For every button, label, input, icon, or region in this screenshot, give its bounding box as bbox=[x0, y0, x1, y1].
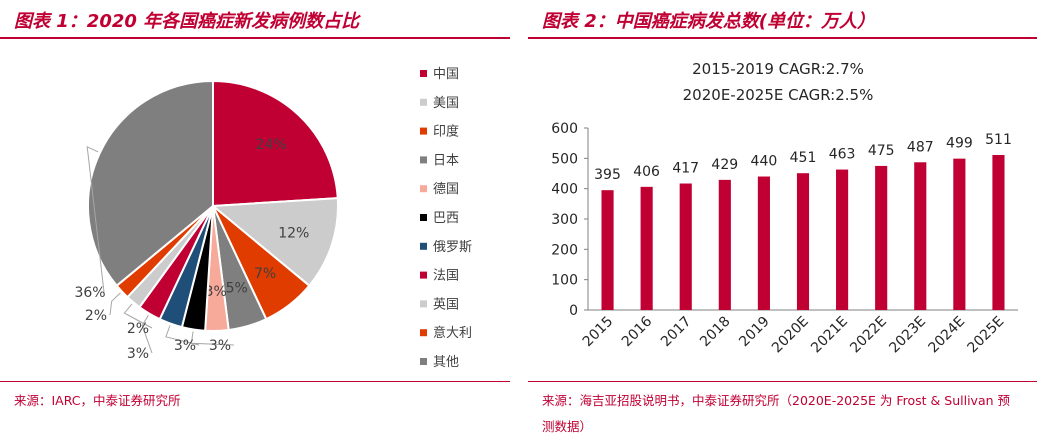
x-tick-label-2023E: 2023E bbox=[886, 314, 929, 357]
bar-value-label-2019: 440 bbox=[751, 154, 778, 170]
legend-label-10: 其他 bbox=[433, 355, 459, 370]
pie-slice-1 bbox=[210, 197, 339, 288]
pie-slice-label-10: 36% bbox=[74, 285, 105, 301]
left-chart-source: 来源：IARC，中泰证券研究所 bbox=[14, 393, 181, 408]
bar-2018 bbox=[718, 179, 731, 310]
x-tick-label-2021E: 2021E bbox=[808, 314, 851, 357]
left-title-rule bbox=[0, 37, 510, 39]
pie-slice-label-0: 24% bbox=[256, 137, 287, 153]
x-tick-label-2025E: 2025E bbox=[965, 314, 1008, 357]
pie-slice-label-6: 3% bbox=[174, 338, 196, 354]
legend-label-5: 巴西 bbox=[433, 211, 459, 226]
legend-label-2: 印度 bbox=[433, 124, 459, 140]
pie-slice-10 bbox=[87, 79, 214, 288]
y-tick-label-3: 300 bbox=[551, 212, 578, 228]
bar-value-label-2017: 417 bbox=[672, 161, 699, 177]
pie-slice-label-4: 3% bbox=[205, 284, 227, 300]
legend-label-0: 中国 bbox=[433, 67, 459, 82]
bar-2025E bbox=[992, 155, 1005, 310]
pie-slice-label-2: 7% bbox=[254, 266, 276, 282]
legend-swatch-8 bbox=[420, 300, 427, 308]
legend-label-9: 意大利 bbox=[433, 325, 472, 341]
left-chart-title: 图表 1：2020 年各国癌症新发病例数占比 bbox=[14, 11, 360, 32]
legend-label-8: 英国 bbox=[433, 297, 459, 312]
pie-leader-line-8 bbox=[123, 303, 153, 329]
bar-value-label-2021E: 463 bbox=[829, 147, 856, 163]
bar-value-label-2024E: 499 bbox=[946, 136, 973, 152]
legend-label-6: 俄罗斯 bbox=[433, 240, 472, 255]
legend-swatch-6 bbox=[420, 242, 427, 250]
y-tick-label-1: 100 bbox=[551, 273, 578, 289]
cagr-annotation-0: 2015-2019 CAGR:2.7% bbox=[692, 60, 864, 78]
y-tick-label-4: 400 bbox=[551, 182, 578, 198]
legend-swatch-0 bbox=[420, 70, 427, 77]
x-tick-label-2024E: 2024E bbox=[925, 314, 968, 357]
legend-label-7: 法国 bbox=[433, 269, 459, 284]
pie-slice-label-5: 3% bbox=[209, 338, 231, 354]
right-chart-source: 来源：海吉亚招股说明书，中泰证券研究所（2020E-2025E 为 Frost … bbox=[542, 393, 1011, 434]
pie-leader-line-6 bbox=[165, 325, 200, 346]
pie-chart: 24%12%7%5%3%3%3%3%2%2%36%中国美国印度日本德国巴西俄罗斯… bbox=[74, 67, 472, 370]
pie-slice-0 bbox=[212, 79, 339, 208]
legend-swatch-4 bbox=[420, 185, 427, 193]
pie-leader-line-9 bbox=[109, 292, 121, 316]
x-tick-label-2016: 2016 bbox=[619, 313, 656, 350]
legend-label-4: 德国 bbox=[433, 182, 459, 197]
y-tick-label-5: 500 bbox=[551, 151, 578, 167]
legend-swatch-3 bbox=[420, 156, 427, 164]
bar-2023E bbox=[914, 162, 927, 310]
bar-2016 bbox=[640, 186, 653, 310]
bar-2021E bbox=[836, 169, 849, 310]
pie-leader-line-10 bbox=[86, 145, 105, 293]
bar-value-label-2015: 395 bbox=[594, 167, 621, 183]
legend-swatch-10 bbox=[420, 358, 427, 365]
x-tick-label-2019: 2019 bbox=[736, 314, 773, 351]
cagr-annotation-1: 2020E-2025E CAGR:2.5% bbox=[683, 86, 874, 104]
right-source-rule bbox=[528, 381, 1037, 382]
pie-slice-label-8: 2% bbox=[127, 321, 149, 337]
bar-2015 bbox=[601, 190, 614, 310]
pie-leader-line-7 bbox=[141, 315, 153, 354]
pie-slice-label-1: 12% bbox=[278, 225, 309, 241]
bar-2024E bbox=[953, 158, 966, 310]
legend-label-1: 美国 bbox=[433, 96, 459, 111]
legend-swatch-5 bbox=[420, 214, 427, 221]
bar-2017 bbox=[679, 183, 692, 310]
x-tick-label-2020E: 2020E bbox=[769, 314, 812, 357]
legend-label-3: 日本 bbox=[433, 153, 459, 168]
x-tick-label-2017: 2017 bbox=[658, 314, 695, 351]
x-tick-label-2015: 2015 bbox=[580, 314, 617, 351]
bar-2022E bbox=[875, 165, 888, 310]
legend-swatch-1 bbox=[420, 98, 427, 106]
y-tick-label-2: 200 bbox=[551, 242, 578, 258]
bar-value-label-2025E: 511 bbox=[985, 132, 1012, 148]
bar-value-label-2018: 429 bbox=[711, 157, 738, 173]
left-source-rule bbox=[0, 381, 510, 382]
left-chart-panel: 图表 1：2020 年各国癌症新发病例数占比 24% 12% 7% 5% 3% 3% 3% 3… bbox=[0, 0, 510, 440]
legend-swatch-9 bbox=[420, 329, 427, 337]
legend-swatch-2 bbox=[420, 127, 427, 135]
bar-value-label-2023E: 487 bbox=[907, 139, 934, 155]
bar-value-label-2020E: 451 bbox=[790, 150, 817, 166]
right-chart-panel: 图表 2：中国癌症病发总数(单位：万人） 2015-2019 CAGR:2.7%… bbox=[528, 0, 1037, 440]
legend-swatch-7 bbox=[420, 271, 427, 279]
x-tick-label-2018: 2018 bbox=[697, 314, 734, 351]
bar-2019 bbox=[757, 176, 770, 310]
pie-slice-label-3: 5% bbox=[226, 281, 248, 297]
bar-value-label-2016: 406 bbox=[633, 164, 660, 180]
bar-value-label-2022E: 475 bbox=[868, 143, 895, 159]
x-tick-label-2022E: 2022E bbox=[847, 314, 890, 357]
right-title-rule bbox=[528, 37, 1037, 39]
bar-2020E bbox=[796, 173, 810, 310]
y-tick-label-0: 0 bbox=[569, 303, 578, 319]
bar-chart: 2015-2019 CAGR:2.7% 2020E-2025E CAGR:2.5%… bbox=[551, 60, 1018, 357]
pie-slice-label-7: 3% bbox=[127, 346, 149, 362]
y-tick-label-6: 600 bbox=[551, 121, 578, 137]
pie-slice-label-9: 2% bbox=[85, 308, 107, 324]
right-chart-title: 图表 2：中国癌症病发总数(单位：万人） bbox=[542, 11, 876, 32]
